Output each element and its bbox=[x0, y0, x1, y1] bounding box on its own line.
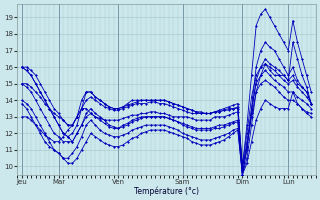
X-axis label: Température (°c): Température (°c) bbox=[134, 186, 199, 196]
